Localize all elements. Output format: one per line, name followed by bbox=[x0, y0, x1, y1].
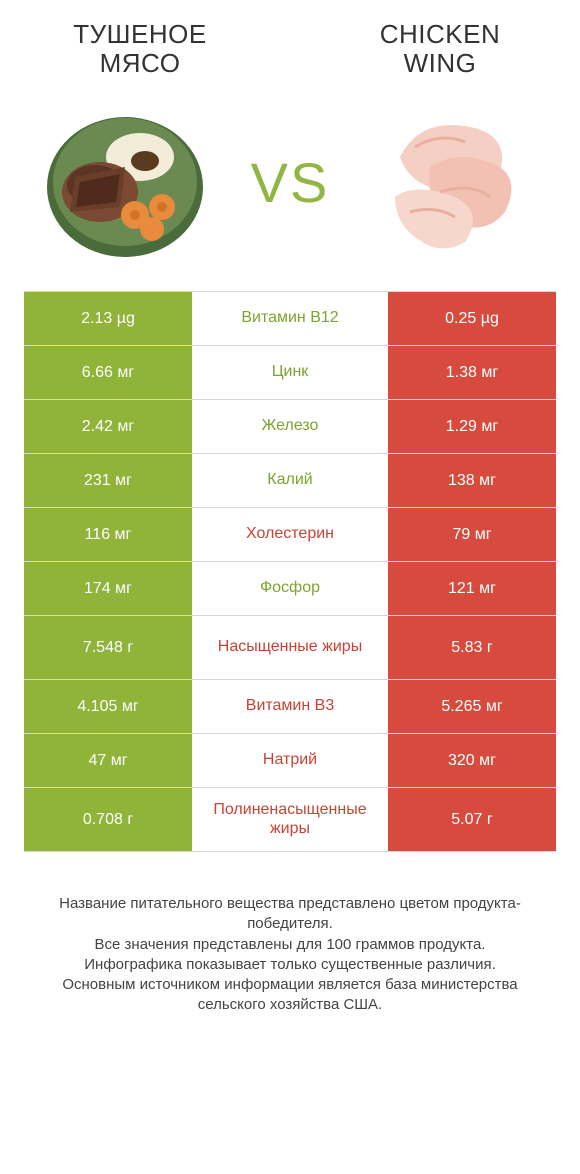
value-right: 5.265 мг bbox=[388, 680, 556, 733]
nutrient-label: Натрий bbox=[192, 734, 388, 787]
nutrient-label: Железо bbox=[192, 400, 388, 453]
nutrient-label: Цинк bbox=[192, 346, 388, 399]
nutrient-table: 2.13 µgВитамин B120.25 µg6.66 мгЦинк1.38… bbox=[24, 291, 556, 852]
titles-row: ТУШЕНОЕ МЯСО CHICKEN WING bbox=[24, 20, 556, 87]
nutrient-row: 2.42 мгЖелезо1.29 мг bbox=[24, 400, 556, 454]
value-right: 1.29 мг bbox=[388, 400, 556, 453]
nutrient-row: 2.13 µgВитамин B120.25 µg bbox=[24, 292, 556, 346]
footer-line-2: Все значения представлены для 100 граммо… bbox=[34, 935, 546, 955]
nutrient-row: 116 мгХолестерин79 мг bbox=[24, 508, 556, 562]
value-left: 231 мг bbox=[24, 454, 192, 507]
value-right: 5.07 г bbox=[388, 788, 556, 851]
value-left: 7.548 г bbox=[24, 616, 192, 679]
nutrient-label: Холестерин bbox=[192, 508, 388, 561]
nutrient-row: 7.548 гНасыщенные жиры5.83 г bbox=[24, 616, 556, 680]
hero-row: VS bbox=[24, 87, 556, 291]
nutrient-label: Калий bbox=[192, 454, 388, 507]
value-right: 79 мг bbox=[388, 508, 556, 561]
value-right: 121 мг bbox=[388, 562, 556, 615]
nutrient-row: 6.66 мгЦинк1.38 мг bbox=[24, 346, 556, 400]
value-right: 1.38 мг bbox=[388, 346, 556, 399]
footer-line-1: Название питательного вещества представл… bbox=[34, 894, 546, 935]
value-left: 116 мг bbox=[24, 508, 192, 561]
value-right: 5.83 г bbox=[388, 616, 556, 679]
value-right: 138 мг bbox=[388, 454, 556, 507]
nutrient-label: Фосфор bbox=[192, 562, 388, 615]
nutrient-row: 231 мгКалий138 мг bbox=[24, 454, 556, 508]
nutrient-row: 47 мгНатрий320 мг bbox=[24, 734, 556, 788]
value-left: 6.66 мг bbox=[24, 346, 192, 399]
nutrient-label: Витамин B3 bbox=[192, 680, 388, 733]
nutrient-row: 0.708 гПолиненасыщенные жиры5.07 г bbox=[24, 788, 556, 852]
nutrient-label: Насыщенные жиры bbox=[192, 616, 388, 679]
title-right: CHICKEN WING bbox=[340, 20, 540, 77]
comparison-infographic: ТУШЕНОЕ МЯСО CHICKEN WING VS bbox=[0, 0, 580, 1174]
value-left: 2.42 мг bbox=[24, 400, 192, 453]
pot-roast-image bbox=[40, 97, 210, 267]
title-left: ТУШЕНОЕ МЯСО bbox=[40, 20, 240, 77]
vs-label: VS bbox=[251, 150, 330, 215]
footer-line-4: Основным источником информации является … bbox=[34, 975, 546, 1016]
nutrient-label: Полиненасыщенные жиры bbox=[192, 788, 388, 851]
value-right: 0.25 µg bbox=[388, 292, 556, 345]
value-left: 0.708 г bbox=[24, 788, 192, 851]
value-left: 4.105 мг bbox=[24, 680, 192, 733]
value-left: 47 мг bbox=[24, 734, 192, 787]
value-left: 2.13 µg bbox=[24, 292, 192, 345]
nutrient-label: Витамин B12 bbox=[192, 292, 388, 345]
footer-notes: Название питательного вещества представл… bbox=[24, 852, 556, 1016]
nutrient-row: 4.105 мгВитамин B35.265 мг bbox=[24, 680, 556, 734]
chicken-wing-image bbox=[370, 97, 540, 267]
value-right: 320 мг bbox=[388, 734, 556, 787]
value-left: 174 мг bbox=[24, 562, 192, 615]
nutrient-row: 174 мгФосфор121 мг bbox=[24, 562, 556, 616]
footer-line-3: Инфографика показывает только существенн… bbox=[34, 955, 546, 975]
